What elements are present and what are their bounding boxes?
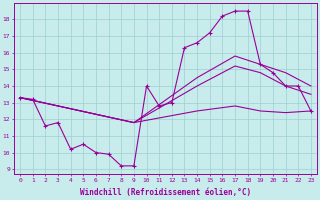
X-axis label: Windchill (Refroidissement éolien,°C): Windchill (Refroidissement éolien,°C) — [80, 188, 251, 197]
